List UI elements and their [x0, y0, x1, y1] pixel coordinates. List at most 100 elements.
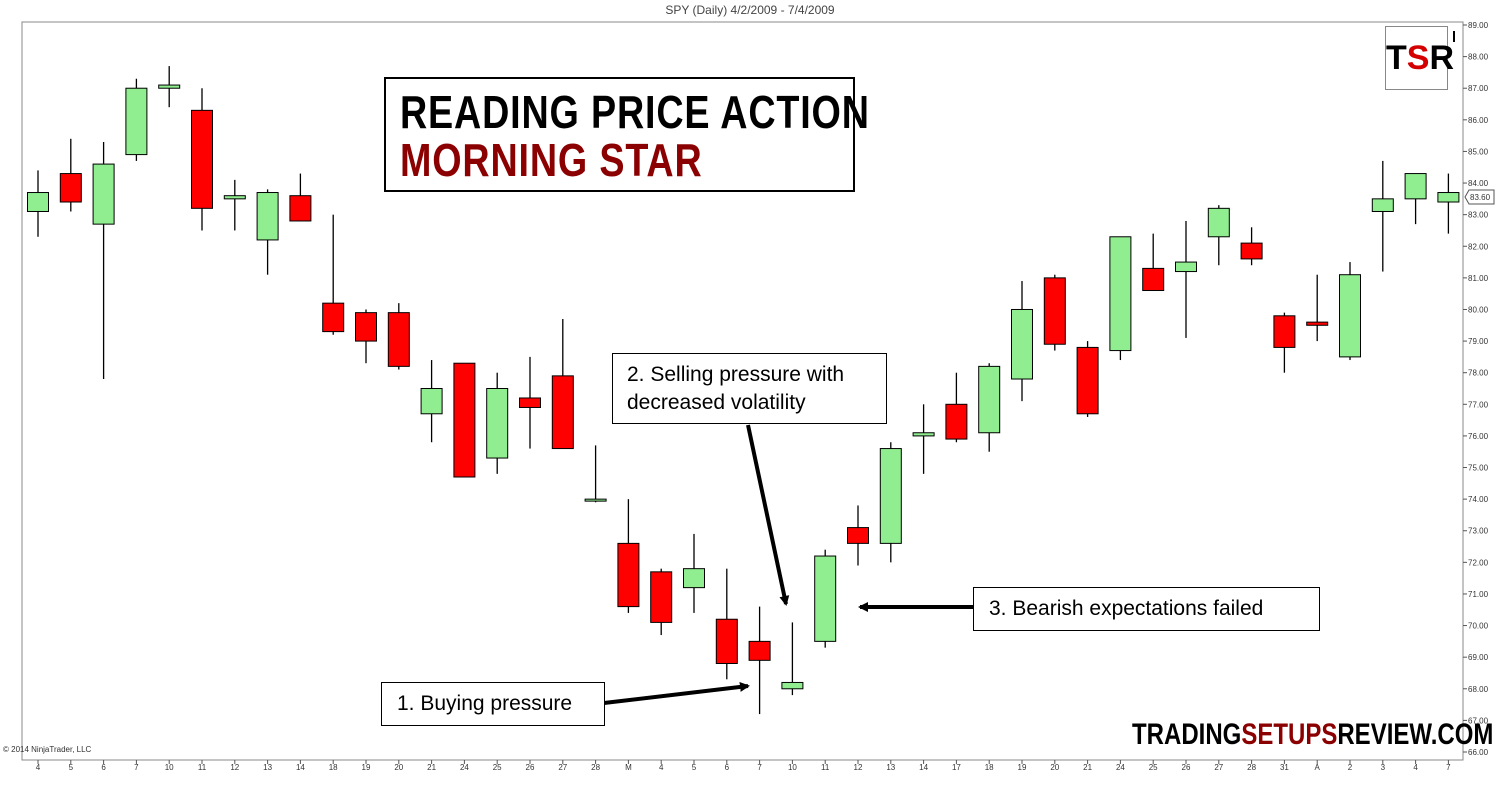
- candle: [125, 78, 148, 161]
- brand-watermark: TRADINGSETUPSREVIEW.COM: [1132, 718, 1493, 752]
- x-tick-label: 27: [1214, 763, 1223, 772]
- candle: [1273, 312, 1296, 373]
- x-tick-label: 6: [725, 763, 730, 772]
- logo-s: S: [1406, 39, 1430, 77]
- x-tick-label: 13: [886, 763, 895, 772]
- note-2-line-2: decreased volatility: [627, 391, 806, 414]
- candle: [387, 303, 410, 370]
- y-tick-label: 67.00: [1468, 716, 1489, 725]
- x-tick-label: 4: [1413, 763, 1418, 772]
- y-tick-label: 81.00: [1468, 274, 1489, 283]
- candle-body-down: [1076, 346, 1099, 415]
- brand-part-3: REVIEW.COM: [1337, 718, 1494, 751]
- x-tick-label: 20: [394, 763, 403, 772]
- note-selling-pressure: 2. Selling pressure with decreased volat…: [612, 353, 887, 424]
- y-tick-label: 85.00: [1468, 147, 1489, 156]
- candle: [289, 173, 312, 222]
- candle: [519, 356, 541, 449]
- candle-body-down: [1273, 315, 1296, 348]
- candle-body-up: [1371, 198, 1394, 212]
- candle: [322, 214, 345, 335]
- x-tick-label: 19: [362, 763, 371, 772]
- candle-body-up: [158, 84, 181, 89]
- y-tick-label: 75.00: [1468, 464, 1489, 473]
- y-tick-label: 74.00: [1468, 495, 1489, 504]
- x-axis: 4 5 6 7 10 11 12 13 14 18 19 20 21 24 25 26 27 28 M 4 5 6 7 10 1…: [36, 760, 1451, 772]
- x-tick-label: M: [625, 763, 632, 772]
- candle: [781, 622, 804, 696]
- candle-body-down: [355, 312, 377, 342]
- candle-body-up: [1175, 261, 1197, 273]
- x-tick-label: 5: [69, 763, 74, 772]
- y-tick-label: 68.00: [1468, 685, 1489, 694]
- chart-frame: [21, 21, 1464, 761]
- y-tick-label: 82.00: [1468, 242, 1489, 251]
- y-tick-label: 69.00: [1468, 653, 1489, 662]
- candle-body-down: [847, 527, 869, 544]
- x-tick-label: 25: [493, 763, 502, 772]
- tsr-logo: TSR: [1385, 26, 1454, 90]
- candle-body-up: [1339, 274, 1361, 358]
- candle-body-up: [1437, 192, 1460, 203]
- candle-body-up: [912, 432, 935, 437]
- x-tick-label: 18: [329, 763, 338, 772]
- x-tick-label: 12: [854, 763, 863, 772]
- candle: [1207, 205, 1230, 266]
- candle: [59, 138, 82, 212]
- logo-r: R: [1429, 39, 1455, 77]
- x-tick-label: 4: [36, 763, 41, 772]
- candle: [1339, 262, 1361, 361]
- note-2-line-1: 2. Selling pressure with: [627, 363, 845, 386]
- x-tick-label: 27: [558, 763, 567, 772]
- brand-part-1: TRADING: [1132, 718, 1242, 751]
- candle: [1306, 274, 1329, 342]
- x-tick-label: A: [1315, 763, 1321, 772]
- y-tick-label: 77.00: [1468, 400, 1489, 409]
- brand-part-2: SETUPS: [1241, 718, 1338, 751]
- x-tick-label: 12: [230, 763, 239, 772]
- note-bearish-failed: 3. Bearish expectations failed: [973, 587, 1320, 631]
- x-tick-label: 10: [788, 763, 797, 772]
- y-tick-label: 76.00: [1468, 432, 1489, 441]
- x-tick-label: 7: [757, 763, 762, 772]
- x-tick-label: 24: [460, 763, 469, 772]
- y-tick-label: 79.00: [1468, 337, 1489, 346]
- x-tick-label: 28: [1247, 763, 1256, 772]
- y-tick-label: 86.00: [1468, 116, 1489, 125]
- candle: [912, 404, 935, 474]
- candle: [191, 88, 213, 231]
- y-tick-label: 89.00: [1468, 21, 1489, 30]
- note-1-text: 1. Buying pressure: [397, 692, 573, 715]
- x-tick-label: 14: [296, 763, 305, 772]
- x-tick-label: 7: [134, 763, 139, 772]
- candle-body-down: [551, 375, 574, 450]
- title-line-2: MORNING STAR: [400, 134, 703, 186]
- candle: [584, 445, 607, 503]
- x-tick-label: 14: [919, 763, 928, 772]
- candle-body-up: [27, 192, 49, 212]
- candle-body-down: [715, 618, 738, 664]
- candle-body-down: [519, 397, 541, 408]
- candle-body-up: [223, 195, 246, 200]
- title-box: READING PRICE ACTION MORNING STAR: [384, 77, 869, 192]
- y-tick-label: 83.00: [1468, 211, 1489, 220]
- x-tick-label: 26: [526, 763, 535, 772]
- x-tick-label: 7: [1446, 763, 1451, 772]
- annotation-arrows: [603, 424, 973, 705]
- candle-body-up: [683, 568, 705, 589]
- y-tick-label: 73.00: [1468, 527, 1489, 536]
- x-tick-label: 26: [1182, 763, 1191, 772]
- arrow-buying-pressure: [603, 681, 750, 705]
- candles-layer: [27, 31, 1460, 715]
- candle: [617, 499, 640, 613]
- candle: [748, 606, 771, 715]
- y-axis: 66.00 67.00 68.00 69.00 70.00 71.00 72.00 73.00…: [1463, 21, 1489, 757]
- candle: [551, 318, 574, 450]
- x-tick-label: 21: [1083, 763, 1092, 772]
- x-tick-label: 17: [952, 763, 961, 772]
- candle: [814, 549, 837, 648]
- candle: [27, 170, 49, 237]
- candle: [158, 66, 181, 108]
- arrow-selling-pressure: [746, 424, 790, 606]
- candle-body-up: [125, 87, 148, 156]
